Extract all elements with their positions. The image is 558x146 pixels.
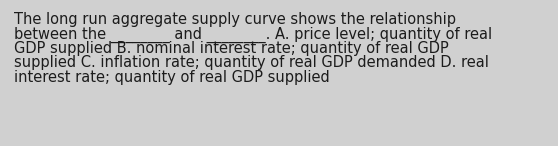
Text: supplied C. inflation rate; quantity of real GDP demanded D. real: supplied C. inflation rate; quantity of … bbox=[14, 55, 489, 71]
Text: between the ________ and ________. A. price level; quantity of real: between the ________ and ________. A. pr… bbox=[14, 26, 492, 43]
Text: GDP supplied B. nominal interest rate; quantity of real GDP: GDP supplied B. nominal interest rate; q… bbox=[14, 41, 449, 56]
Text: The long run aggregate supply curve shows the relationship: The long run aggregate supply curve show… bbox=[14, 12, 456, 27]
Text: interest rate; quantity of real GDP supplied: interest rate; quantity of real GDP supp… bbox=[14, 70, 330, 85]
